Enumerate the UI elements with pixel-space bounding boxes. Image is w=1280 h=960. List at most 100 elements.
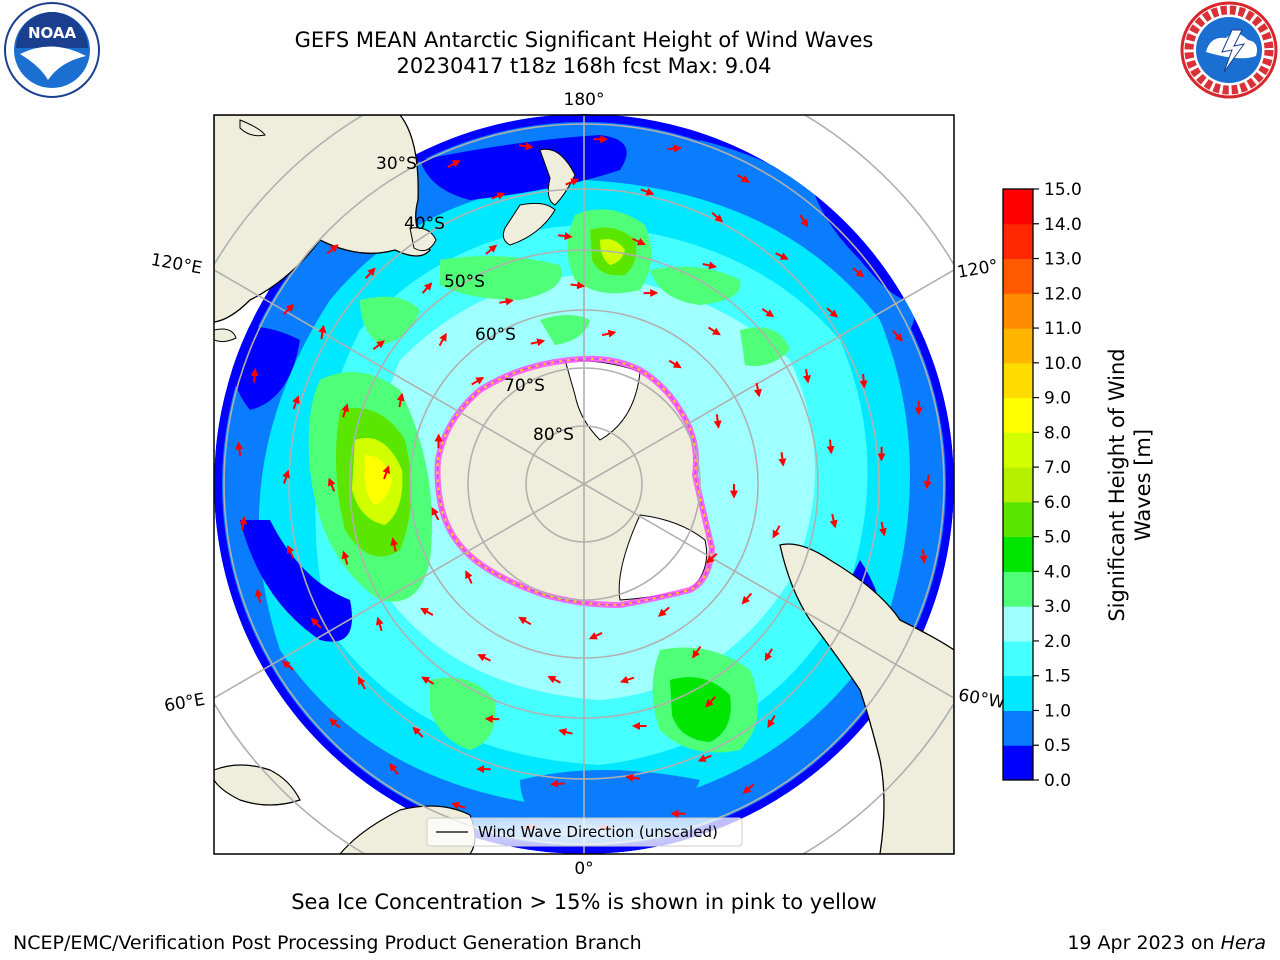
wind-arrow — [282, 469, 290, 484]
wind-arrow — [625, 773, 640, 782]
wind-arrow — [518, 616, 532, 626]
wind-arrow — [431, 506, 440, 521]
colorbar-swatch — [1003, 501, 1033, 538]
issue-system: Hera — [1220, 932, 1266, 954]
wind-arrow — [465, 570, 473, 584]
wind-arrow — [390, 537, 399, 552]
colorbar-tick-label: 3.0 — [1044, 597, 1071, 617]
colorbar-border — [1002, 188, 1034, 781]
wind-arrow — [772, 525, 781, 539]
wind-arrow — [557, 232, 573, 241]
wind-arrow — [382, 465, 391, 480]
graticule — [214, 115, 954, 854]
wind-arrow — [713, 414, 722, 429]
wind-arrow — [711, 212, 724, 223]
longitude-labels: 180° 0° 120°E 60°E 120° 60°W — [149, 90, 1006, 879]
map-border — [213, 114, 955, 855]
colorbar-tick-label: 4.0 — [1044, 562, 1071, 582]
colorbar-tick-label: 1.0 — [1044, 701, 1071, 721]
issue-date-text: 19 Apr 2023 on — [1067, 932, 1221, 954]
lon-label-120w: 120° — [956, 256, 1000, 283]
wind-arrow — [778, 452, 787, 467]
wind-arrow — [484, 715, 500, 724]
wind-arrow — [375, 616, 384, 631]
noaa-logo-text: NOAA — [28, 24, 77, 42]
colorbar-tick-label: 15.0 — [1044, 180, 1082, 200]
nws-logo — [1180, 1, 1278, 99]
lat-label-40s: 40°S — [404, 214, 445, 234]
colorbar-swatch — [1003, 432, 1033, 468]
colorbar-tick-label: 10.0 — [1044, 354, 1082, 374]
colorbar-tick-label: 1.5 — [1044, 667, 1071, 687]
wind-arrow — [310, 617, 322, 629]
wind-arrow — [281, 660, 294, 671]
wind-arrow — [767, 714, 776, 729]
wind-arrow — [668, 359, 682, 369]
wind-arrow — [640, 187, 655, 196]
wind-arrow — [705, 696, 716, 708]
wind-arrow — [471, 376, 485, 386]
latitude-labels: 30°S 40°S 50°S 60°S 70°S 80°S — [376, 154, 574, 445]
wind-arrow — [702, 261, 717, 270]
wind-arrow — [250, 368, 259, 383]
wind-arrow — [326, 244, 339, 255]
colorbar-tick-label: 12.0 — [1044, 284, 1082, 304]
lon-label-60e: 60°E — [163, 690, 207, 717]
lat-label-80s: 80°S — [533, 425, 574, 445]
colorbar-label-line1: Significant Height of Wind — [1105, 348, 1129, 621]
colorbar-tick-label: 14.0 — [1044, 215, 1082, 235]
wind-arrow — [601, 329, 617, 338]
colorbar-tick-label: 13.0 — [1044, 250, 1082, 270]
wind-arrow — [657, 606, 670, 617]
wind-arrow — [753, 382, 762, 398]
wind-arrow — [692, 646, 702, 659]
lon-label-180: 180° — [564, 90, 605, 110]
colorbar-tick-label: 7.0 — [1044, 458, 1071, 478]
colorbar-tick-label: 0.0 — [1044, 771, 1071, 791]
wind-arrow — [530, 338, 546, 347]
wind-arrow — [239, 516, 248, 531]
wind-arrow — [283, 303, 295, 315]
wind-arrow — [919, 549, 928, 564]
wind-arrow — [389, 763, 399, 776]
wind-arrow — [565, 178, 580, 186]
map-legend: Wind Wave Direction (unscaled) — [426, 817, 743, 847]
wind-arrow — [518, 142, 534, 151]
colorbar-swatch — [1003, 745, 1033, 781]
credit-line: NCEP/EMC/Verification Post Processing Pr… — [13, 932, 642, 954]
wind-arrow — [826, 439, 835, 455]
lat-label-50s: 50°S — [444, 272, 485, 292]
colorbar-swatch — [1003, 467, 1033, 503]
colorbar-swatch — [1003, 606, 1033, 642]
wind-arrow — [799, 214, 809, 228]
wind-arrow — [485, 244, 498, 255]
wind-arrow — [499, 297, 514, 306]
wind-arrow — [328, 718, 341, 729]
map-subtitle: 20230417 t18z 168h fcst Max: 9.04 — [396, 54, 772, 78]
wind-arrow — [619, 675, 635, 684]
wind-arrow — [803, 368, 811, 384]
wind-wave-direction-arrows — [235, 135, 932, 832]
wind-arrow — [742, 783, 755, 794]
colorbar-swatch — [1003, 675, 1033, 711]
lon-label-60w: 60°W — [957, 685, 1007, 713]
colorbar-swatch — [1003, 571, 1033, 607]
colorbar-swatch — [1003, 536, 1033, 572]
wind-arrow — [292, 395, 300, 410]
wind-arrow — [491, 192, 506, 200]
colorbar-tick-label: 8.0 — [1044, 423, 1071, 443]
wind-arrow — [707, 326, 721, 336]
wind-arrow — [254, 588, 263, 604]
wind-arrow — [364, 267, 376, 279]
colorbar-swatch — [1003, 640, 1033, 677]
wind-arrow — [341, 550, 350, 565]
wind-arrow — [829, 513, 838, 529]
wind-arrow — [741, 592, 753, 605]
wind-arrow — [547, 675, 561, 684]
wind-arrow — [412, 726, 424, 738]
wind-arrow — [438, 332, 447, 347]
wind-arrow — [761, 307, 775, 318]
wind-arrow — [892, 330, 903, 342]
wind-arrow — [372, 340, 385, 350]
